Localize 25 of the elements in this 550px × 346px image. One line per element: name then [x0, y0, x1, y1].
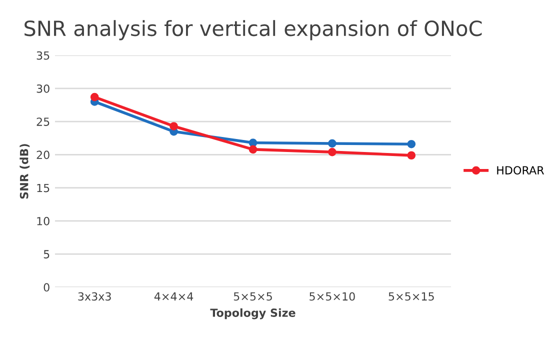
y-tick-label: 25 [36, 118, 50, 126]
point [328, 139, 336, 148]
y-tick-label: 20 [36, 150, 50, 160]
y-tick-label: 35 [36, 51, 50, 60]
x-tick-label: 3x3x3 [78, 292, 111, 301]
y-tick-label: 15 [37, 184, 50, 192]
point [407, 140, 416, 148]
x-tick-label: 5×5×10 [310, 292, 355, 301]
y-tick-label: 10 [37, 216, 50, 226]
legend-label: HDORAR [497, 166, 544, 174]
point [90, 92, 99, 102]
y-tick-label: 0 [44, 283, 50, 292]
point [328, 148, 336, 156]
y-tick-label: 30 [36, 84, 50, 93]
y-tick-label: 5 [44, 250, 50, 258]
x-tick-label: 5×5×5 [234, 292, 272, 301]
point [248, 145, 258, 154]
point [248, 138, 258, 147]
y-axis-title: SNR (dB) [20, 144, 30, 199]
x-axis-title: Topology Size [210, 308, 296, 320]
chart-title: SNR analysis for vertical expansion of ONoC [24, 20, 482, 40]
point [170, 122, 178, 130]
x-tick-label: 4×4×4 [154, 292, 194, 300]
point [407, 151, 416, 160]
x-tick-label: 5×5×15 [388, 292, 434, 301]
